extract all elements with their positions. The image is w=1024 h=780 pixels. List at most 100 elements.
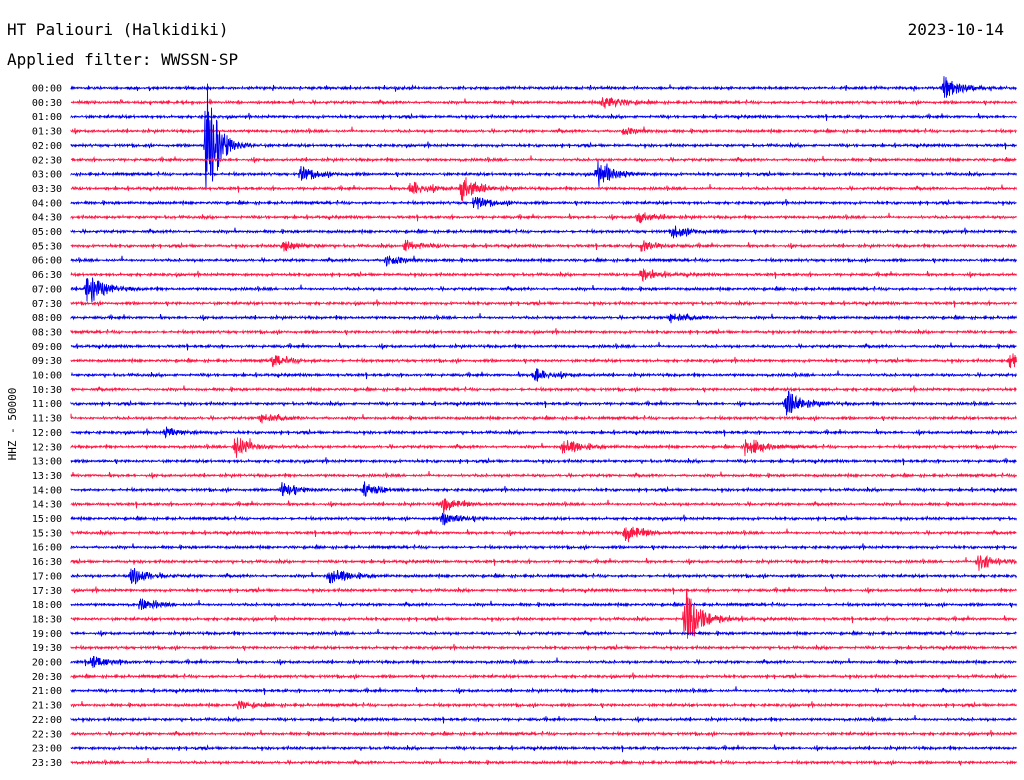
row-time-label: 04:30 xyxy=(32,213,62,224)
row-time-label: 10:30 xyxy=(32,385,62,396)
row-time-label: 04:00 xyxy=(32,198,62,209)
row-time-label: 15:00 xyxy=(32,514,62,525)
row-time-label: 16:00 xyxy=(32,543,62,554)
trace-line xyxy=(70,368,1017,382)
trace-line xyxy=(70,481,1017,497)
row-time-label: 03:30 xyxy=(32,184,62,195)
trace-line xyxy=(70,255,1017,267)
row-time-label: 17:30 xyxy=(32,586,62,597)
row-time-label: 07:00 xyxy=(32,284,62,295)
trace-line xyxy=(70,155,1017,164)
trace-line xyxy=(70,758,1017,766)
trace-line xyxy=(70,277,1017,303)
trace-line xyxy=(70,498,1017,514)
row-time-label: 13:30 xyxy=(32,471,62,482)
row-time-label: 09:30 xyxy=(32,356,62,367)
trace-line xyxy=(70,426,1017,439)
trace-line xyxy=(70,341,1017,351)
trace-line xyxy=(70,437,1017,458)
row-time-label: 18:30 xyxy=(32,614,62,625)
trace-line xyxy=(70,512,1017,526)
tick-label-group: 00:00 00:30 01:00 01:30 02:00 02:30 03:00 03:30… xyxy=(32,84,62,769)
trace-line xyxy=(70,655,1017,668)
trace-line xyxy=(70,83,1017,191)
trace-line xyxy=(70,385,1017,393)
trace-line xyxy=(70,729,1017,738)
trace-line xyxy=(70,196,1017,210)
row-time-label: 19:30 xyxy=(32,643,62,654)
trace-line xyxy=(70,554,1017,571)
row-time-label: 15:30 xyxy=(32,528,62,539)
row-time-label: 20:00 xyxy=(32,658,62,669)
row-time-label: 05:30 xyxy=(32,241,62,252)
row-time-label: 22:30 xyxy=(32,729,62,740)
station-title: HT Paliouri (Halkidiki) xyxy=(7,20,229,39)
trace-line xyxy=(70,628,1017,637)
trace-line xyxy=(70,76,1017,98)
row-time-label: 17:00 xyxy=(32,571,62,582)
row-time-label: 05:00 xyxy=(32,227,62,238)
row-time-label: 01:30 xyxy=(32,127,62,138)
trace-line xyxy=(70,526,1017,543)
row-time-label: 20:30 xyxy=(32,672,62,683)
row-time-label: 23:30 xyxy=(32,758,62,769)
row-time-label: 22:00 xyxy=(32,715,62,726)
trace-line xyxy=(70,471,1017,479)
trace-line xyxy=(70,643,1017,652)
row-time-label: 11:00 xyxy=(32,399,62,410)
row-time-label: 12:00 xyxy=(32,428,62,439)
trace-line xyxy=(70,97,1017,109)
trace-line xyxy=(70,225,1017,239)
trace-line xyxy=(70,126,1017,136)
trace-line xyxy=(70,239,1017,252)
trace-line xyxy=(70,590,1017,639)
row-time-label: 01:00 xyxy=(32,112,62,123)
row-time-label: 03:00 xyxy=(32,170,62,181)
trace-line xyxy=(70,413,1017,424)
trace-line xyxy=(70,672,1017,680)
row-time-label: 12:30 xyxy=(32,442,62,453)
row-time-label: 07:30 xyxy=(32,299,62,310)
row-time-label: 00:00 xyxy=(32,84,62,95)
trace-line xyxy=(70,598,1017,610)
trace-line xyxy=(70,112,1017,121)
row-time-label: 13:00 xyxy=(32,457,62,468)
row-time-label: 21:00 xyxy=(32,686,62,697)
trace-line xyxy=(70,390,1017,416)
row-time-label: 11:30 xyxy=(32,414,62,425)
row-time-label: 08:30 xyxy=(32,327,62,338)
row-time-label: 02:00 xyxy=(32,141,62,152)
trace-line xyxy=(70,299,1017,308)
row-time-label: 14:00 xyxy=(32,485,62,496)
trace-line xyxy=(70,327,1017,336)
row-time-label: 23:00 xyxy=(32,744,62,755)
filter-label: Applied filter: WWSSN-SP xyxy=(7,50,239,69)
trace-line xyxy=(70,457,1017,466)
trace-line xyxy=(70,686,1017,695)
trace-line xyxy=(70,177,1017,202)
trace-line xyxy=(70,744,1017,753)
trace-line xyxy=(70,700,1017,711)
trace-line xyxy=(70,353,1017,369)
trace-line xyxy=(70,313,1017,324)
row-time-label: 02:30 xyxy=(32,155,62,166)
trace-line xyxy=(70,212,1017,224)
row-time-label: 00:30 xyxy=(32,98,62,109)
trace-line xyxy=(70,160,1017,187)
row-time-label: 06:30 xyxy=(32,270,62,281)
trace-group xyxy=(70,76,1017,766)
trace-line xyxy=(70,714,1017,724)
row-time-label: 16:30 xyxy=(32,557,62,568)
row-time-label: 10:00 xyxy=(32,371,62,382)
trace-line xyxy=(70,567,1017,585)
y-axis-label: HHZ - 50000 xyxy=(6,388,19,461)
row-time-label: 06:00 xyxy=(32,256,62,267)
row-time-label: 19:00 xyxy=(32,629,62,640)
row-time-label: 14:30 xyxy=(32,500,62,511)
date-label: 2023-10-14 xyxy=(907,20,1004,39)
row-time-label: 08:00 xyxy=(32,313,62,324)
trace-line xyxy=(70,543,1017,551)
trace-line xyxy=(70,586,1017,595)
trace-line xyxy=(70,268,1017,283)
